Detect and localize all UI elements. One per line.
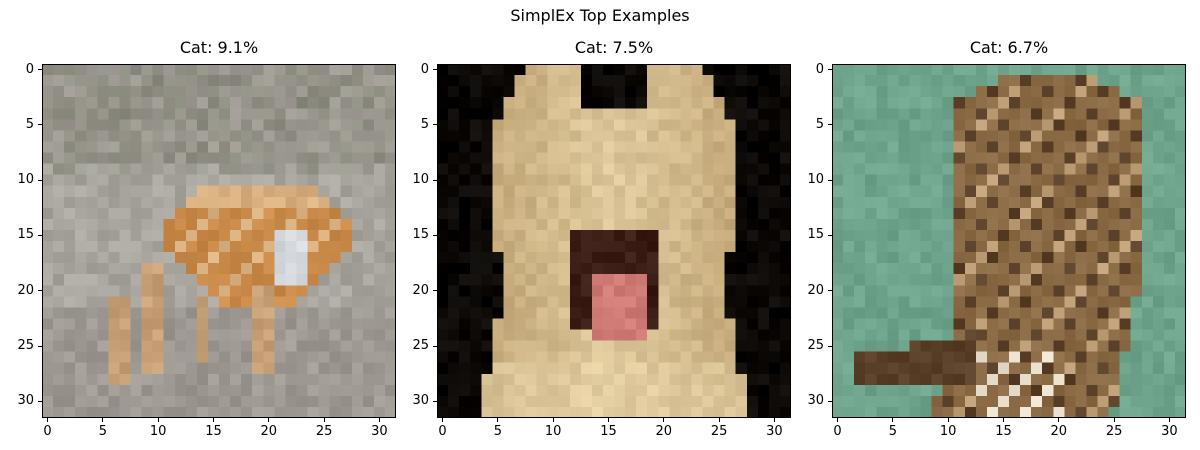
- x-tick: [1113, 418, 1115, 422]
- y-tick-label: 0: [25, 61, 34, 77]
- x-tick-label: 5: [888, 424, 897, 439]
- x-tick: [1002, 418, 1004, 422]
- x-tick: [323, 418, 325, 422]
- x-tick: [442, 418, 444, 422]
- x-tick: [892, 418, 894, 422]
- y-tick-label: 20: [17, 282, 34, 298]
- x-tick: [552, 418, 554, 422]
- x-tick: [1168, 418, 1170, 422]
- y-tick-label: 25: [412, 338, 429, 354]
- y-tick-label: 25: [17, 338, 34, 354]
- x-tick-label: 25: [710, 424, 728, 439]
- y-tick: [828, 124, 832, 126]
- y-tick: [38, 179, 42, 181]
- x-tick-label: 30: [1161, 424, 1178, 439]
- x-tick-label: 30: [766, 424, 783, 439]
- y-tick: [433, 69, 437, 71]
- y-tick: [433, 234, 437, 236]
- x-tick-label: 0: [833, 424, 842, 439]
- x-tick-label: 5: [98, 424, 107, 439]
- y-tick-label: 20: [412, 282, 429, 298]
- y-tick-label: 30: [17, 393, 34, 409]
- y-tick: [433, 400, 437, 402]
- y-tick: [828, 345, 832, 347]
- y-tick: [433, 179, 437, 181]
- x-tick: [837, 418, 839, 422]
- y-tick: [38, 290, 42, 292]
- y-tick-label: 30: [412, 393, 429, 409]
- x-tick-label: 25: [1105, 424, 1123, 439]
- x-tick: [663, 418, 665, 422]
- x-tick-label: 0: [43, 424, 52, 439]
- y-tick-label: 5: [25, 116, 34, 132]
- y-tick: [38, 345, 42, 347]
- x-tick: [47, 418, 49, 422]
- y-tick: [828, 234, 832, 236]
- x-tick-label: 15: [205, 424, 222, 439]
- x-tick: [607, 418, 609, 422]
- figure-title: SimplEx Top Examples: [510, 6, 690, 25]
- x-tick: [378, 418, 380, 422]
- x-tick-label: 20: [655, 424, 673, 439]
- y-tick-label: 10: [17, 172, 34, 188]
- x-tick-label: 10: [149, 424, 167, 439]
- x-tick-label: 25: [315, 424, 333, 439]
- y-tick: [433, 345, 437, 347]
- y-tick: [433, 290, 437, 292]
- x-tick-label: 15: [995, 424, 1012, 439]
- x-tick: [268, 418, 270, 422]
- x-tick-label: 20: [1050, 424, 1068, 439]
- y-tick: [38, 124, 42, 126]
- x-tick-label: 15: [600, 424, 617, 439]
- x-tick: [773, 418, 775, 422]
- y-tick-label: 15: [17, 227, 34, 243]
- x-tick-label: 5: [493, 424, 502, 439]
- y-tick-label: 0: [420, 61, 429, 77]
- image-axes: [42, 64, 396, 418]
- x-tick: [1058, 418, 1060, 422]
- pixel-image: [42, 64, 396, 418]
- y-tick: [433, 124, 437, 126]
- y-tick: [828, 179, 832, 181]
- y-tick: [38, 69, 42, 71]
- x-tick: [157, 418, 159, 422]
- x-tick: [497, 418, 499, 422]
- image-axes: [832, 64, 1186, 418]
- y-tick-label: 20: [807, 282, 824, 298]
- x-tick-label: 10: [939, 424, 957, 439]
- x-tick-label: 20: [260, 424, 278, 439]
- y-tick-label: 0: [815, 61, 824, 77]
- y-tick: [828, 400, 832, 402]
- panel-title: Cat: 6.7%: [969, 38, 1049, 57]
- y-tick: [38, 400, 42, 402]
- y-tick: [38, 234, 42, 236]
- x-tick: [718, 418, 720, 422]
- x-tick-label: 30: [371, 424, 388, 439]
- y-tick-label: 15: [807, 227, 824, 243]
- y-tick-label: 25: [807, 338, 824, 354]
- panel-title: Cat: 7.5%: [574, 38, 654, 57]
- y-tick-label: 30: [807, 393, 824, 409]
- panel-title: Cat: 9.1%: [179, 38, 259, 57]
- y-tick-label: 5: [815, 116, 824, 132]
- pixel-image: [832, 64, 1186, 418]
- x-tick-label: 10: [544, 424, 562, 439]
- y-tick: [828, 69, 832, 71]
- y-tick-label: 10: [807, 172, 824, 188]
- pixel-image: [437, 64, 791, 418]
- y-tick-label: 10: [412, 172, 429, 188]
- image-axes: [437, 64, 791, 418]
- x-tick: [102, 418, 104, 422]
- x-tick: [212, 418, 214, 422]
- y-tick: [828, 290, 832, 292]
- y-tick-label: 5: [420, 116, 429, 132]
- x-tick: [947, 418, 949, 422]
- y-tick-label: 15: [412, 227, 429, 243]
- x-tick-label: 0: [438, 424, 447, 439]
